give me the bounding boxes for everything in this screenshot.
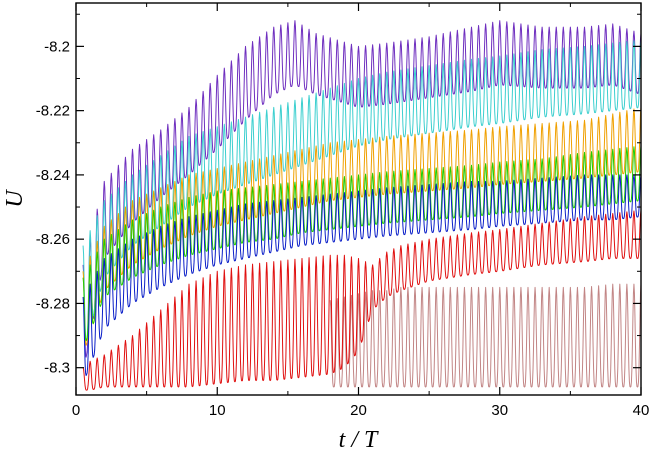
series-line-4 [82,145,642,342]
y-tick-label: -8.24 [36,167,70,184]
y-axis-label: U [2,189,28,208]
y-tick-label: -8.3 [44,360,70,377]
series-line-5 [82,174,642,377]
series-line-6 [329,283,642,388]
tick-layer: 0 10 20 30 40 -8.3 -8.28 -8.26 -8.24 -8.22 -8.2 [36,3,650,419]
series-layer [82,20,642,391]
x-axis-label: t / T [339,427,379,453]
plot-frame [75,2,642,396]
y-tick-label: -8.26 [36,231,70,248]
x-tick-label: 10 [209,402,226,419]
x-tick-label: 0 [72,402,80,419]
x-tick-label: 30 [491,402,508,419]
series-line-3 [82,107,642,346]
x-tick-label: 40 [633,402,650,419]
series-line-7 [82,210,642,391]
x-tick-label: 20 [350,402,367,419]
y-tick-label: -8.28 [36,295,70,312]
series-line-2 [82,39,642,342]
y-tick-label: -8.2 [44,38,70,55]
y-tick-label: -8.22 [36,103,70,120]
series-line-1 [82,20,642,358]
